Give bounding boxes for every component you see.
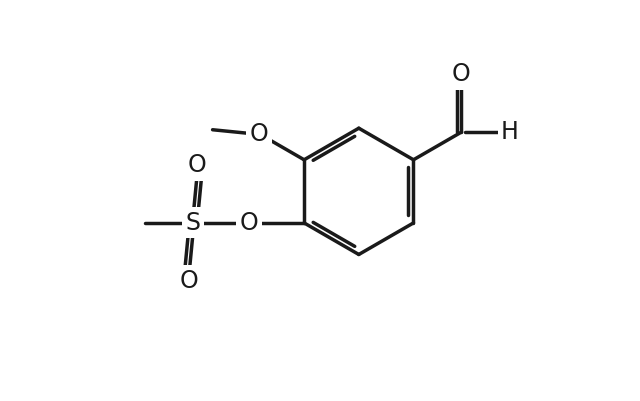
Text: O: O [188,153,207,177]
Text: S: S [186,211,201,235]
Text: H: H [501,120,519,144]
Text: O: O [239,211,258,235]
Text: O: O [250,122,268,146]
Text: O: O [452,62,471,86]
Text: O: O [180,269,199,293]
